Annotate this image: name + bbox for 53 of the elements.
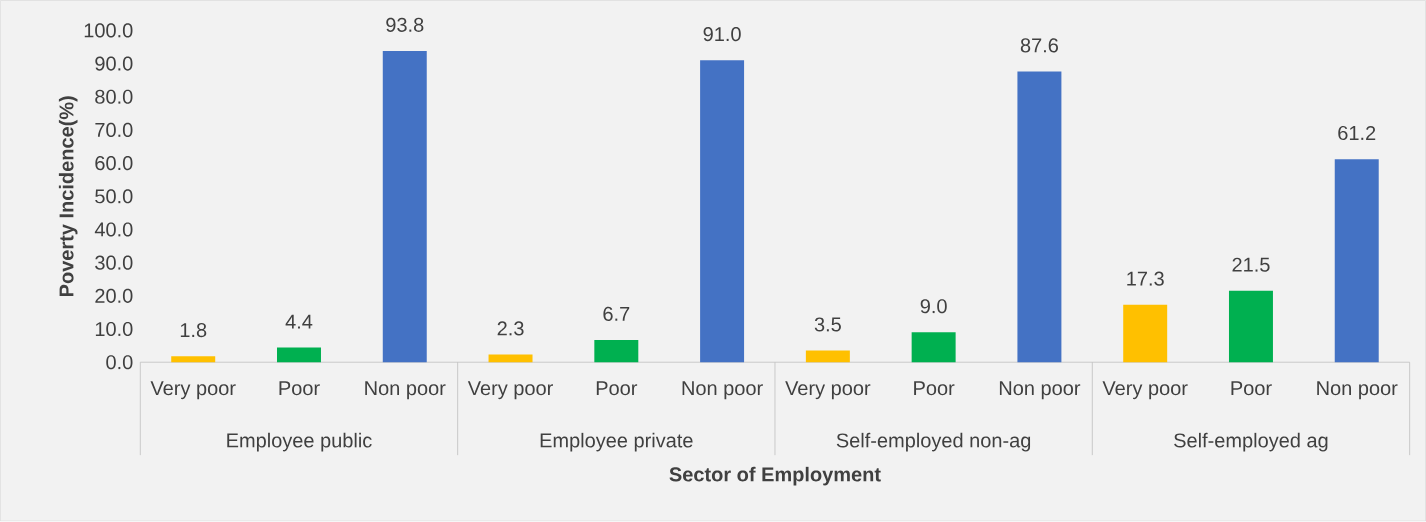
bar (1228, 291, 1273, 363)
x-tick-label: Non poor (999, 381, 1081, 400)
data-label: 4.4 (285, 315, 313, 329)
text: Self-employed ag (1174, 433, 1328, 452)
x-tick-label: Very poor (1102, 381, 1188, 400)
bar (1123, 305, 1168, 363)
y-tick-label: 60.0 (95, 156, 133, 171)
x-axis-title: Sector of Employment (669, 467, 881, 486)
x-tick-label: Very poor (150, 381, 236, 400)
x-tick-label: Non poor (365, 381, 446, 400)
x-tick-label: Poor (596, 381, 638, 396)
bar (277, 347, 321, 363)
y-tick-label: 80.0 (95, 89, 133, 105)
data-label: 9.0 (920, 299, 947, 314)
data-label: 61.2 (1338, 126, 1376, 141)
x-tick-label: Very poor (467, 381, 553, 400)
x-tick-label: Poor (914, 381, 955, 396)
bar (805, 350, 850, 363)
y-tick-label: 10.0 (95, 322, 133, 337)
x-tick-label: Non poor (1317, 381, 1398, 400)
data-label: 87.6 (1020, 38, 1058, 53)
y-tick-label: 0.0 (106, 355, 133, 370)
bar (700, 60, 745, 363)
data-label: 1.8 (180, 323, 207, 338)
data-label: 17.3 (1127, 271, 1164, 286)
data-label: 2.3 (497, 321, 524, 336)
x-tick-label: Poor (279, 381, 320, 396)
data-label: 93.8 (386, 18, 424, 33)
bar (382, 51, 427, 363)
y-tick-label: 100.0 (84, 23, 133, 38)
data-label: 91.0 (703, 27, 741, 42)
x-tick-label: Non poor (682, 381, 763, 400)
y-tick-label: 90.0 (95, 56, 133, 71)
y-tick-label: 20.0 (95, 289, 133, 304)
x-tick-label: Poor (1231, 381, 1272, 396)
y-tick-label: 40.0 (94, 222, 133, 237)
text: Employee public (227, 433, 372, 452)
bar (594, 340, 639, 363)
bar (488, 354, 533, 363)
text: Employee private (540, 433, 693, 452)
y-tick-label: 50.0 (95, 189, 133, 204)
bar (1334, 159, 1379, 363)
bar (1017, 71, 1062, 363)
y-tick-label: 70.0 (95, 123, 133, 138)
text: Self-employed non-ag (836, 433, 1031, 452)
data-label: 21.5 (1232, 257, 1270, 273)
y-tick-label: 30.0 (95, 255, 133, 270)
data-label: 3.5 (814, 317, 841, 332)
bar (911, 332, 956, 363)
data-label: 6.7 (603, 307, 630, 322)
bar (171, 356, 216, 363)
x-tick-label: Very poor (785, 381, 871, 400)
y-axis-title: Poverty Incidence(%) (58, 96, 78, 297)
